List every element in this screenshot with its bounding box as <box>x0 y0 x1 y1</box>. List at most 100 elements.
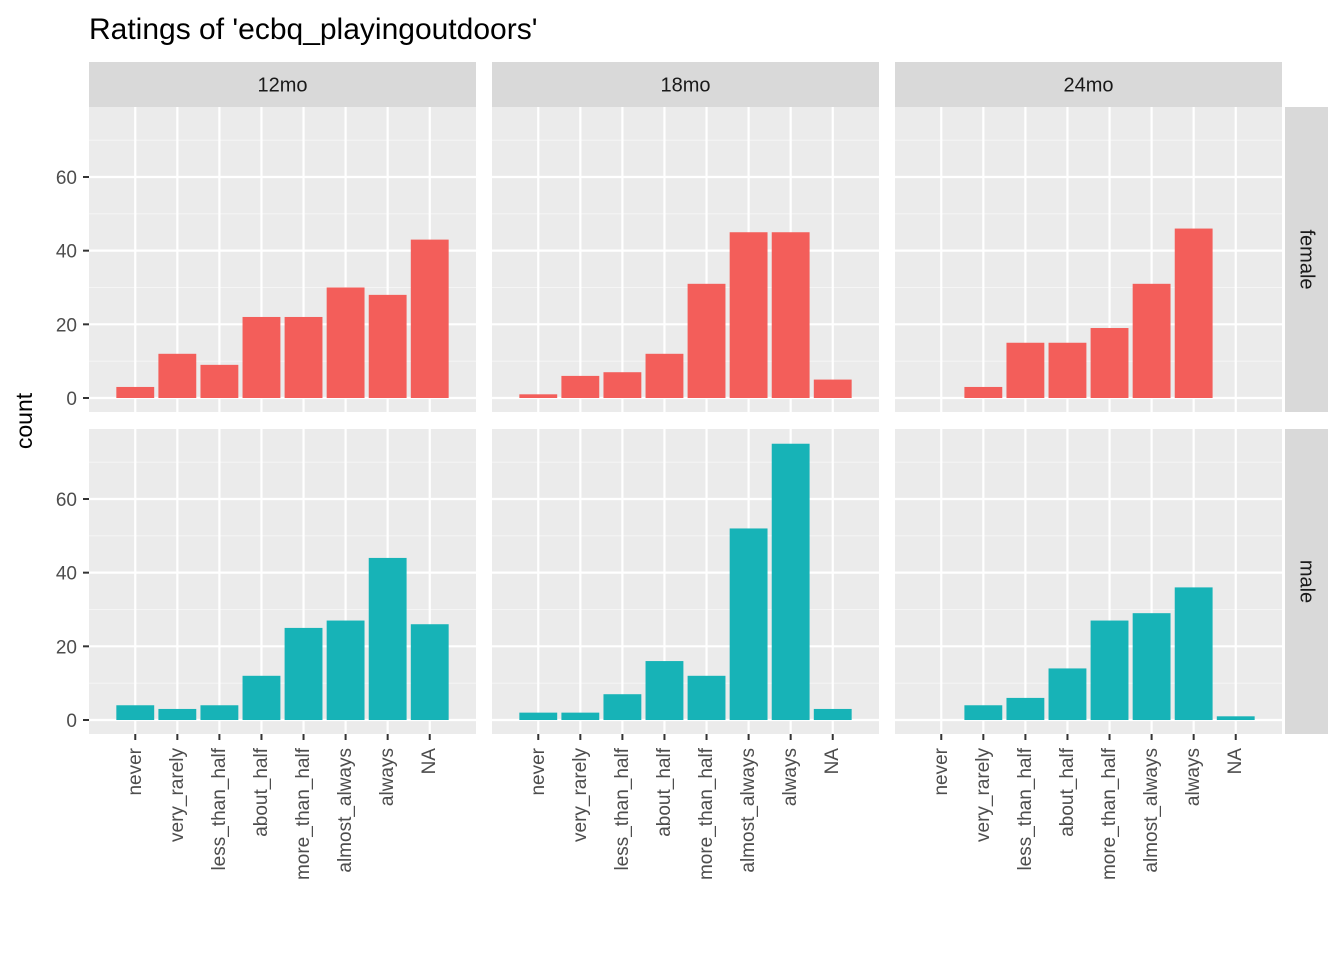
y-tick-label: 60 <box>56 168 77 189</box>
x-tick-label: always <box>1183 748 1204 806</box>
row-strip-label: female <box>1296 229 1318 289</box>
panel-background <box>895 107 1282 412</box>
bar-always <box>368 557 407 721</box>
bar-almost_always <box>326 287 365 399</box>
bar-almost_always <box>729 232 768 399</box>
panels-layer: 12mo 18mo 24mo female male 0 20 40 60 0 20 40 60 neve… <box>56 62 1328 880</box>
bar-very_rarely <box>561 712 600 721</box>
panel-24mo-female <box>895 107 1282 412</box>
bar-more_than_half <box>1090 620 1129 721</box>
x-tick-label: almost_always <box>335 748 356 873</box>
bar-about_half <box>242 316 281 399</box>
panel-background <box>492 429 879 734</box>
bar-less_than_half <box>200 705 239 721</box>
x-tick-label: very_rarely <box>570 748 591 842</box>
bar-more_than_half <box>1090 328 1129 399</box>
bar-almost_always <box>1132 283 1171 399</box>
bar-very_rarely <box>158 353 197 399</box>
row-strip-female <box>1285 107 1328 412</box>
bar-less_than_half <box>603 694 642 721</box>
x-tick-label: very_rarely <box>167 748 188 842</box>
bar-almost_always <box>326 620 365 721</box>
x-tick-label: almost_always <box>738 748 759 873</box>
bar-very_rarely <box>964 386 1003 399</box>
y-tick-label: 0 <box>66 711 77 732</box>
panel-12mo-female <box>89 107 476 412</box>
bar-NA <box>410 624 449 721</box>
panel-18mo-male <box>492 429 879 734</box>
bar-more_than_half <box>284 627 323 721</box>
x-tick-label: always <box>780 748 801 806</box>
y-tick-label: 40 <box>56 242 77 263</box>
bar-about_half <box>1048 668 1087 721</box>
bar-always <box>368 294 407 399</box>
bar-never <box>116 705 155 721</box>
row-strip-label: male <box>1296 560 1318 603</box>
chart-title: Ratings of 'ecbq_playingoutdoors' <box>89 13 537 46</box>
column-strip-18mo <box>492 62 879 107</box>
x-tick-label: never <box>125 747 146 795</box>
x-tick-label: NA <box>1225 748 1246 775</box>
x-tick-label: NA <box>822 748 843 775</box>
x-tick-label: about_half <box>251 747 272 836</box>
column-strip-24mo <box>895 62 1282 107</box>
panel-background <box>895 429 1282 734</box>
y-axis-title: count <box>11 392 37 449</box>
x-tick-label: very_rarely <box>973 748 994 842</box>
x-tick-label: about_half <box>1057 747 1078 836</box>
column-strip-label: 24mo <box>1063 75 1113 97</box>
bar-always <box>1174 587 1213 721</box>
y-tick-label: 60 <box>56 490 77 511</box>
bar-very_rarely <box>158 708 197 721</box>
bar-about_half <box>1048 342 1087 399</box>
bar-never <box>116 386 155 399</box>
row-strip-male <box>1285 429 1328 734</box>
x-tick-label: more_than_half <box>1099 747 1120 880</box>
bar-more_than_half <box>687 283 726 399</box>
column-strip-label: 12mo <box>257 75 307 97</box>
bar-more_than_half <box>687 675 726 721</box>
x-tick-label: more_than_half <box>696 747 717 880</box>
y-tick-label: 20 <box>56 315 77 336</box>
bar-always <box>771 443 810 721</box>
bar-very_rarely <box>964 705 1003 721</box>
column-strip-label: 18mo <box>660 75 710 97</box>
x-tick-label: always <box>377 748 398 806</box>
bar-less_than_half <box>1006 342 1045 399</box>
bar-about_half <box>645 661 684 721</box>
panel-18mo-female <box>492 107 879 412</box>
bar-almost_always <box>729 528 768 721</box>
x-tick-label: never <box>528 747 549 795</box>
bar-always <box>771 232 810 399</box>
x-tick-label: NA <box>419 748 440 775</box>
y-tick-label: 20 <box>56 637 77 658</box>
bar-almost_always <box>1132 613 1171 721</box>
panel-24mo-male <box>895 429 1282 734</box>
bar-never <box>519 394 558 399</box>
bar-NA <box>813 708 852 721</box>
bar-NA <box>410 239 449 399</box>
panel-12mo-male <box>89 429 476 734</box>
bar-more_than_half <box>284 316 323 399</box>
y-tick-label: 40 <box>56 564 77 585</box>
x-tick-label: about_half <box>654 747 675 836</box>
bar-less_than_half <box>603 372 642 399</box>
bar-NA <box>1216 716 1255 721</box>
bar-never <box>519 712 558 721</box>
x-tick-label: less_than_half <box>1015 747 1036 870</box>
bar-always <box>1174 228 1213 399</box>
column-strip-12mo <box>89 62 476 107</box>
bar-about_half <box>242 675 281 721</box>
bar-very_rarely <box>561 375 600 399</box>
x-tick-label: less_than_half <box>209 747 230 870</box>
x-tick-label: never <box>931 747 952 795</box>
panel-background <box>492 107 879 412</box>
bar-about_half <box>645 353 684 399</box>
x-tick-label: almost_always <box>1141 748 1162 873</box>
x-tick-label: less_than_half <box>612 747 633 870</box>
bar-less_than_half <box>1006 697 1045 721</box>
bar-NA <box>813 379 852 399</box>
bar-less_than_half <box>200 364 239 399</box>
